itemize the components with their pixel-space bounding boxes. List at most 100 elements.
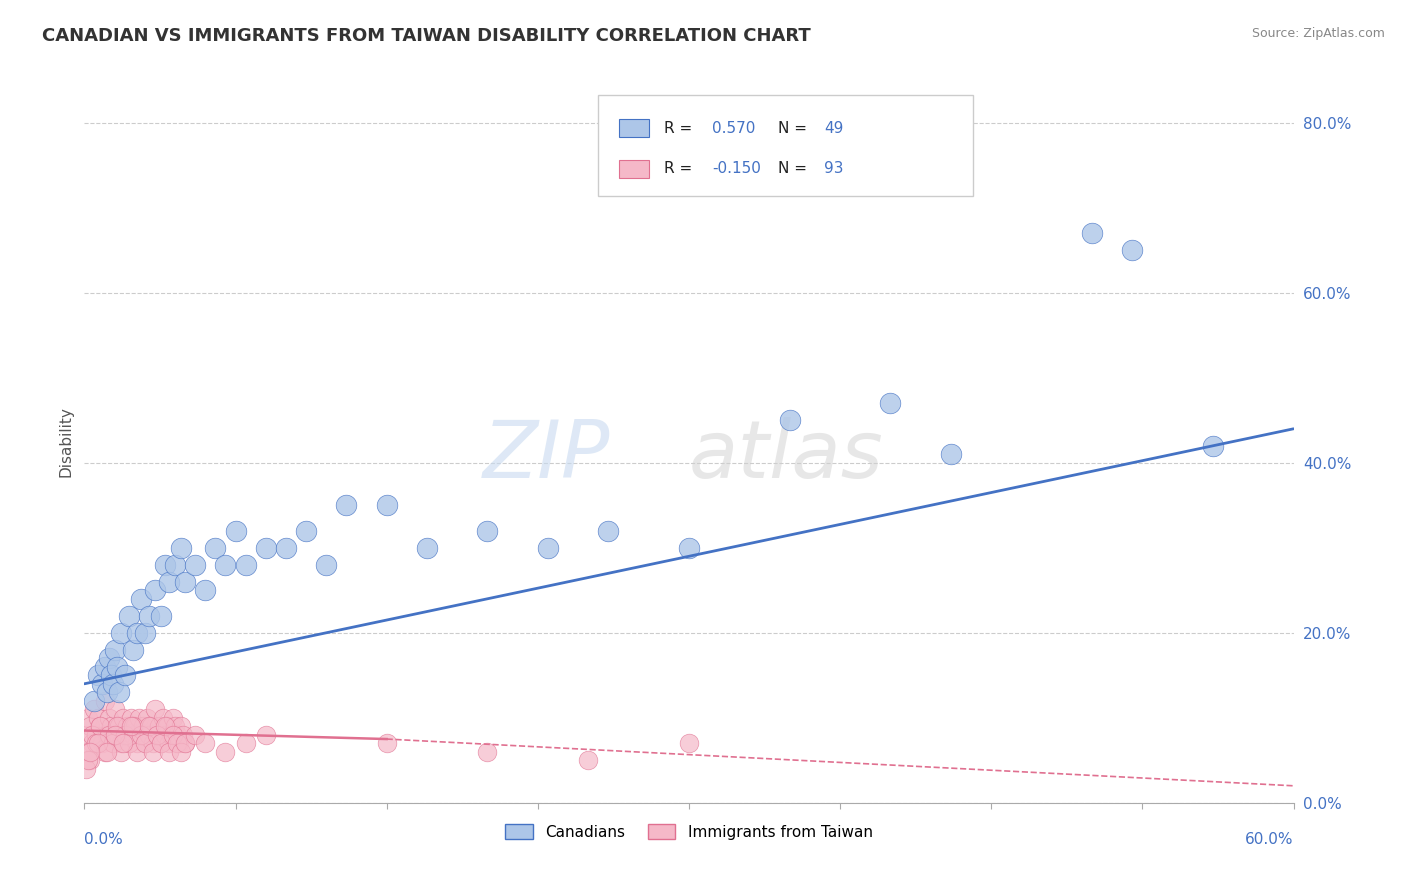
Legend: Canadians, Immigrants from Taiwan: Canadians, Immigrants from Taiwan — [499, 818, 879, 846]
Point — [194, 736, 217, 750]
Point — [166, 728, 188, 742]
Point — [375, 736, 398, 750]
Point — [79, 753, 101, 767]
Point — [75, 762, 97, 776]
Point — [129, 591, 152, 606]
Bar — [619, 160, 650, 178]
Point — [77, 711, 100, 725]
Point — [89, 719, 111, 733]
Point — [1202, 439, 1225, 453]
Point — [157, 745, 180, 759]
Point — [114, 668, 136, 682]
Point — [146, 728, 169, 742]
Point — [153, 719, 176, 733]
Point — [105, 728, 128, 742]
Text: N =: N = — [779, 161, 813, 177]
Point — [142, 736, 165, 750]
Point — [274, 541, 297, 555]
Point — [537, 541, 560, 555]
Point — [104, 728, 127, 742]
Point — [105, 719, 128, 733]
Point — [97, 711, 120, 725]
Point — [375, 498, 398, 512]
Point — [93, 660, 115, 674]
Point — [139, 719, 162, 733]
Point — [75, 728, 97, 742]
Point — [118, 736, 141, 750]
Point — [114, 728, 136, 742]
Point — [128, 711, 150, 725]
Point — [125, 625, 148, 640]
Text: Source: ZipAtlas.com: Source: ZipAtlas.com — [1251, 27, 1385, 40]
Point — [678, 541, 700, 555]
Point — [165, 558, 187, 572]
Point — [148, 719, 170, 733]
Point — [93, 694, 115, 708]
Point — [162, 728, 184, 742]
Point — [157, 574, 180, 589]
Point — [477, 745, 499, 759]
Point — [295, 524, 318, 538]
Point — [879, 396, 901, 410]
Point — [120, 711, 142, 725]
Point — [138, 719, 160, 733]
Point — [104, 702, 127, 716]
Point — [79, 745, 101, 759]
Point — [107, 719, 129, 733]
Point — [129, 728, 152, 742]
Point — [143, 702, 166, 716]
Point — [335, 498, 357, 512]
Point — [96, 685, 118, 699]
Point — [124, 719, 146, 733]
Point — [101, 736, 124, 750]
Point — [101, 736, 124, 750]
Text: atlas: atlas — [689, 417, 883, 495]
Point — [125, 745, 148, 759]
Point — [111, 711, 134, 725]
Point — [184, 558, 207, 572]
Point — [120, 719, 142, 733]
Point — [121, 642, 143, 657]
Point — [174, 574, 197, 589]
Point — [101, 677, 124, 691]
Point — [225, 524, 247, 538]
Text: 0.570: 0.570 — [711, 121, 755, 136]
Point — [125, 736, 148, 750]
Point — [97, 728, 120, 742]
Text: 49: 49 — [824, 121, 844, 136]
Point — [152, 711, 174, 725]
Point — [134, 736, 156, 750]
Point — [121, 728, 143, 742]
Point — [115, 719, 138, 733]
Point — [110, 745, 132, 759]
Point — [118, 736, 141, 750]
Point — [160, 728, 183, 742]
Text: -0.150: -0.150 — [711, 161, 761, 177]
Point — [138, 608, 160, 623]
Text: R =: R = — [664, 121, 696, 136]
Point — [83, 694, 105, 708]
Point — [110, 736, 132, 750]
Text: N =: N = — [779, 121, 813, 136]
Point — [114, 728, 136, 742]
Point — [174, 736, 197, 750]
Point — [156, 719, 179, 733]
Point — [129, 728, 152, 742]
Point — [82, 728, 104, 742]
Point — [82, 736, 104, 750]
Point — [87, 711, 110, 725]
Point — [214, 558, 236, 572]
Point — [86, 728, 108, 742]
Point — [149, 736, 172, 750]
Point — [576, 753, 599, 767]
Text: 60.0%: 60.0% — [1246, 831, 1294, 847]
Point — [166, 736, 188, 750]
Point — [135, 711, 157, 725]
Point — [93, 745, 115, 759]
Point — [134, 625, 156, 640]
Point — [118, 608, 141, 623]
Point — [254, 541, 277, 555]
Point — [87, 736, 110, 750]
Point — [146, 728, 169, 742]
Point — [170, 541, 193, 555]
